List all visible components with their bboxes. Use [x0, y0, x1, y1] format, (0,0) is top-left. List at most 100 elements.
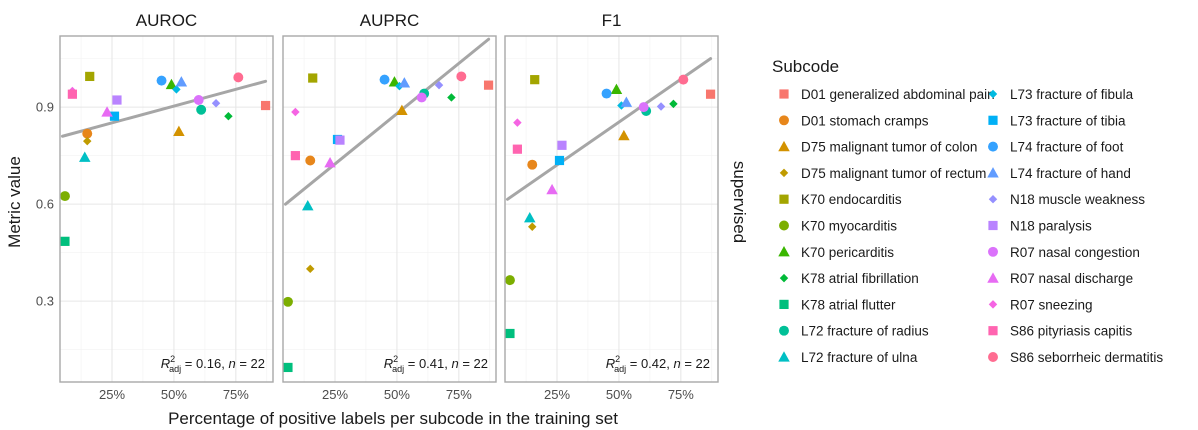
regression-line — [60, 79, 268, 138]
legend-item: L74 fracture of hand — [987, 166, 1131, 181]
legend-key — [988, 326, 998, 336]
data-point — [260, 100, 271, 111]
legend-key — [987, 272, 999, 283]
regression-line — [283, 37, 491, 206]
legend-key — [779, 194, 789, 204]
legend-label: S86 pityriasis capitis — [1010, 324, 1133, 339]
legend-key — [779, 89, 789, 99]
legend-title: Subcode — [772, 57, 839, 76]
legend-key — [988, 194, 998, 204]
panel-border — [282, 35, 497, 383]
data-point — [172, 85, 181, 94]
legend-label: D01 stomach cramps — [801, 113, 929, 128]
legend-item: K70 endocarditis — [779, 192, 902, 207]
fit-annotation: R2 adj = 0.16, n = 22 — [161, 354, 265, 374]
legend-item: L72 fracture of radius — [779, 324, 929, 339]
legend-label: L73 fracture of fibula — [1010, 87, 1134, 102]
x-tick-label: 50% — [384, 387, 410, 402]
data-point — [618, 129, 630, 141]
legend-key — [988, 300, 998, 309]
facet-title: AUROC — [136, 11, 197, 30]
legend-label: K70 endocarditis — [801, 192, 902, 207]
data-point — [610, 83, 623, 94]
legend: Subcode D01 generalized abdominal painD0… — [772, 57, 1163, 365]
data-point — [656, 102, 666, 111]
legend-label: L74 fracture of foot — [1010, 140, 1124, 155]
data-point — [379, 74, 390, 85]
x-tick-label: 50% — [161, 387, 187, 402]
legend-key — [779, 325, 789, 336]
data-point — [456, 71, 467, 82]
legend-item: D01 generalized abdominal pain — [779, 87, 995, 102]
x-tick-label: 50% — [606, 387, 632, 402]
data-point — [112, 95, 122, 105]
facet-title: F1 — [602, 11, 622, 30]
legend-item: D75 malignant tumor of rectum — [779, 166, 986, 181]
legend-label: L74 fracture of hand — [1010, 166, 1131, 181]
legend-label: L72 fracture of ulna — [801, 350, 918, 365]
data-point — [513, 118, 522, 127]
panels: AUROC 25% 50% 75% R2 adj = 0.16, n = 22 AUPRC 2… — [36, 11, 719, 402]
data-point — [388, 76, 401, 87]
legend-label: L72 fracture of radius — [801, 324, 929, 339]
data-point — [335, 135, 345, 145]
data-point — [416, 92, 427, 103]
data-point — [530, 75, 540, 85]
data-point — [59, 191, 70, 202]
data-point — [620, 96, 633, 107]
legend-item: L72 fracture of ulna — [778, 350, 918, 365]
y-axis-title: Metric value — [5, 156, 24, 248]
panel-f1: F1 25% 50% 75% R2 adj = 0.42, n = 22 — [504, 11, 719, 402]
legend-label: K70 myocarditis — [801, 219, 897, 234]
legend-key — [778, 140, 790, 152]
legend-key — [779, 115, 789, 126]
legend-label: L73 fracture of tibia — [1010, 113, 1126, 128]
legend-label: D75 malignant tumor of colon — [801, 140, 977, 155]
data-point — [196, 104, 207, 115]
legend-items: D01 generalized abdominal pain D01 stomac… — [778, 87, 1163, 365]
data-point — [79, 151, 91, 162]
legend-item: L73 fracture of fibula — [988, 87, 1134, 102]
data-point — [233, 72, 244, 83]
data-point — [398, 77, 411, 88]
data-point — [101, 106, 113, 117]
legend-label: D01 generalized abdominal pain — [801, 87, 995, 102]
x-tick-label: 75% — [668, 387, 694, 402]
data-point — [67, 89, 77, 99]
data-point — [290, 151, 300, 161]
y-tick-label: 0.3 — [36, 294, 54, 309]
legend-item: R07 nasal congestion — [988, 245, 1140, 260]
data-point — [678, 74, 689, 85]
data-point — [528, 222, 537, 232]
data-point — [306, 264, 315, 274]
x-tick-label: 75% — [446, 387, 472, 402]
facet-row-label: supervised — [730, 161, 749, 243]
data-point — [505, 328, 515, 339]
x-tick-label: 75% — [223, 387, 249, 402]
legend-key — [988, 220, 998, 231]
data-point — [291, 107, 300, 117]
legend-item: D75 malignant tumor of colon — [778, 140, 977, 155]
panel-border — [504, 35, 719, 383]
data-point — [512, 144, 522, 154]
y-axis: 0.3 0.6 0.9 — [36, 100, 54, 309]
data-point — [504, 275, 515, 286]
x-axis-title: Percentage of positive labels per subcod… — [168, 409, 618, 428]
legend-key — [988, 246, 998, 257]
data-point — [211, 99, 221, 108]
data-point — [447, 93, 456, 102]
regression-line — [505, 57, 713, 201]
data-point — [283, 362, 293, 373]
data-point — [224, 111, 233, 121]
y-tick-label: 0.6 — [36, 197, 54, 212]
legend-key — [779, 299, 789, 309]
legend-item: R07 sneezing — [988, 297, 1093, 312]
legend-item: S86 seborrheic dermatitis — [988, 350, 1163, 365]
data-point — [175, 76, 188, 87]
panel-background — [60, 36, 273, 382]
data-point — [524, 211, 536, 223]
data-point — [156, 75, 167, 86]
y-tick-label: 0.9 — [36, 100, 54, 115]
data-point — [193, 95, 204, 105]
legend-label: N18 paralysis — [1010, 219, 1092, 234]
